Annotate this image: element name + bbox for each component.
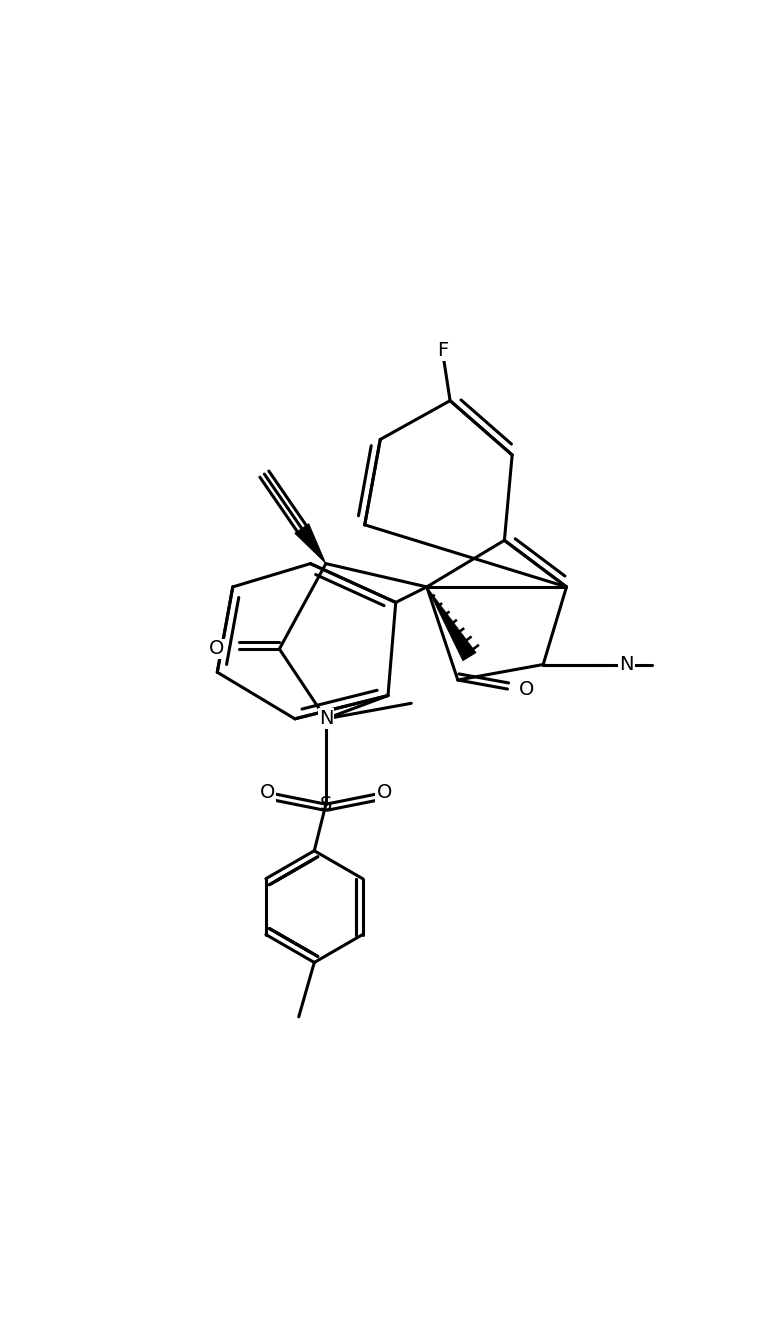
Polygon shape bbox=[427, 587, 476, 661]
Text: N: N bbox=[619, 655, 634, 674]
Text: N: N bbox=[319, 710, 333, 728]
Text: S: S bbox=[320, 795, 332, 813]
Text: F: F bbox=[437, 340, 448, 360]
Text: O: O bbox=[210, 639, 224, 658]
Text: O: O bbox=[519, 679, 535, 699]
Polygon shape bbox=[295, 524, 326, 563]
Text: O: O bbox=[376, 783, 392, 801]
Text: O: O bbox=[260, 783, 275, 801]
